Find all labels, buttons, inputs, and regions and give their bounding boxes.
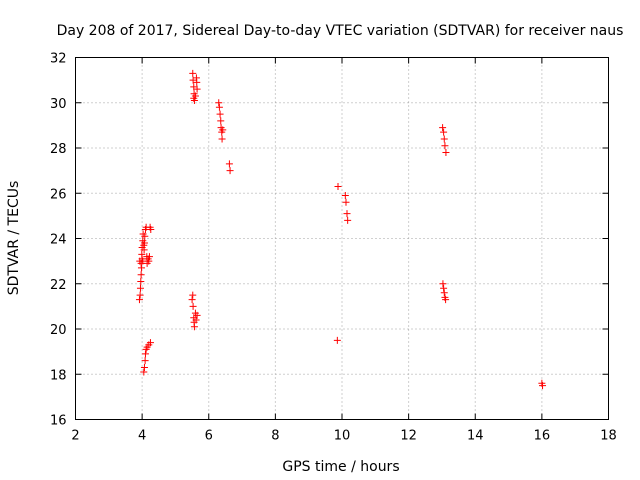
data-point <box>189 69 197 77</box>
x-tick-label: 4 <box>138 429 146 444</box>
y-tick-label: 18 <box>50 368 67 383</box>
x-tick-label: 8 <box>271 429 279 444</box>
data-point <box>140 363 148 371</box>
data-point <box>190 94 198 102</box>
x-tick-label: 10 <box>334 429 351 444</box>
x-tick-labels: 2 4 6 8 10 12 14 16 18 <box>71 429 616 444</box>
data-point <box>442 296 450 304</box>
data-point <box>189 302 197 310</box>
plot-frame <box>75 57 609 420</box>
data-point <box>344 216 352 224</box>
x-tick-label: 6 <box>205 429 213 444</box>
data-point <box>440 289 448 297</box>
data-point <box>145 257 153 265</box>
y-tick-label: 24 <box>50 233 67 248</box>
data-point <box>193 311 201 319</box>
data-point <box>141 232 149 240</box>
data-point <box>145 253 153 261</box>
data-point <box>334 182 342 190</box>
x-tick-label: 16 <box>534 429 551 444</box>
y-tick-label: 28 <box>50 142 67 157</box>
data-point <box>141 350 149 358</box>
data-point <box>539 382 547 390</box>
data-point <box>190 323 198 331</box>
data-point <box>193 85 201 93</box>
x-tick-label: 14 <box>467 429 484 444</box>
x-tick-label: 2 <box>71 429 79 444</box>
data-point <box>139 257 147 265</box>
data-point <box>137 271 145 279</box>
x-tick-label: 18 <box>600 429 617 444</box>
data-point <box>135 296 143 304</box>
data-point <box>442 149 450 157</box>
data-point <box>146 339 154 347</box>
y-tick-label: 16 <box>50 414 67 429</box>
data-point <box>218 135 226 143</box>
x-axis-label: GPS time / hours <box>282 459 399 475</box>
data-point <box>441 142 449 150</box>
chart-title: Day 208 of 2017, Sidereal Day-to-day VTE… <box>57 23 624 39</box>
y-tick-label: 26 <box>50 187 67 202</box>
data-point <box>147 225 155 233</box>
data-point <box>215 103 223 111</box>
data-point <box>225 160 233 168</box>
data-point <box>440 284 448 292</box>
data-points <box>135 69 547 390</box>
x-tick-label: 12 <box>400 429 417 444</box>
data-point <box>217 117 225 125</box>
data-point <box>138 250 146 258</box>
data-point <box>342 198 350 206</box>
data-point <box>440 135 448 143</box>
y-tick-label: 32 <box>50 52 67 67</box>
data-point <box>192 316 200 324</box>
data-point <box>439 280 447 288</box>
data-point <box>439 124 447 132</box>
data-point <box>141 357 149 365</box>
y-tick-label: 20 <box>50 323 67 338</box>
data-point <box>226 167 234 175</box>
data-point <box>136 284 144 292</box>
data-point <box>216 110 224 118</box>
data-point <box>140 246 148 254</box>
data-point <box>343 210 351 218</box>
data-point <box>193 78 201 86</box>
data-point <box>140 368 148 376</box>
data-point <box>219 126 227 134</box>
data-point <box>140 239 148 247</box>
data-point <box>440 128 448 136</box>
grid-lines <box>75 57 609 420</box>
data-point <box>188 296 196 304</box>
data-point <box>136 291 144 299</box>
data-point <box>137 277 145 285</box>
data-point <box>341 192 349 200</box>
data-point <box>215 99 223 107</box>
y-axis-label: SDTVAR / TECUs <box>6 181 22 296</box>
y-tick-label: 30 <box>50 97 67 112</box>
data-point <box>189 291 197 299</box>
data-point <box>333 336 341 344</box>
y-tick-label: 22 <box>50 278 67 293</box>
y-tick-labels: 16 18 20 22 24 26 28 30 32 <box>50 52 67 429</box>
